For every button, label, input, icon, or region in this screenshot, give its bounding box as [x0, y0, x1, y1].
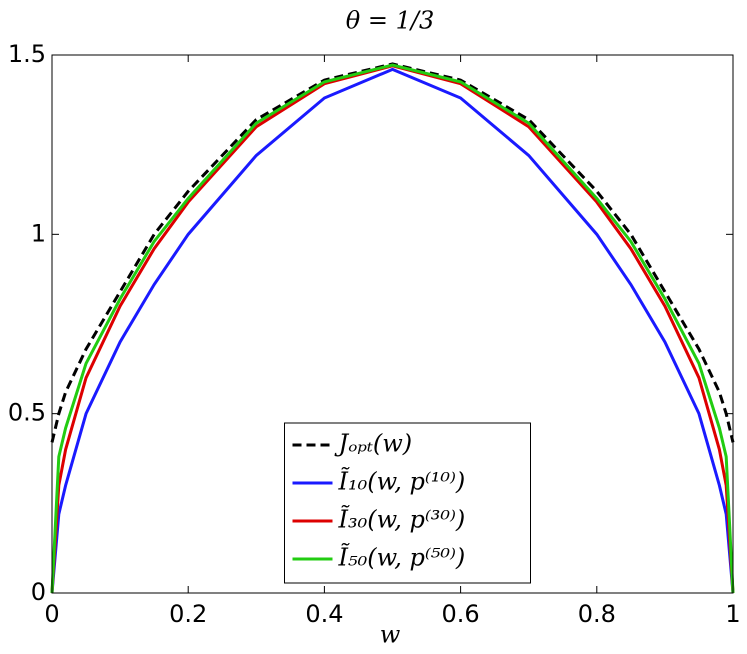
chart-title: θ = 1/3 — [346, 7, 434, 35]
x-tick-label: 0.8 — [578, 600, 616, 628]
y-tick-label: 0.5 — [8, 399, 46, 427]
x-tick-label: 0 — [44, 600, 59, 628]
legend-label: Ĩ₁₀(w, p⁽¹⁰⁾) — [338, 467, 466, 496]
legend-box — [284, 422, 531, 584]
x-tick-label: 0.2 — [169, 600, 207, 628]
legend-label: Jₒₚₜ(w) — [334, 430, 413, 458]
x-axis-label: w — [380, 621, 401, 649]
y-tick-label: 1.5 — [8, 40, 46, 68]
series-line — [50, 62, 735, 443]
legend-label: Ĩ₃₀(w, p⁽³⁰⁾) — [338, 505, 466, 534]
series-line — [50, 63, 735, 594]
y-tick-label: 1 — [31, 219, 46, 247]
legend-label: Ĩ₅₀(w, p⁽⁵⁰⁾) — [338, 543, 466, 572]
series-line — [50, 67, 735, 594]
x-tick-label: 0.4 — [305, 600, 343, 628]
x-tick-label: 0.6 — [442, 600, 480, 628]
plot-frame — [51, 54, 734, 594]
y-tick-label: 0 — [31, 578, 46, 606]
x-tick-label: 1 — [725, 600, 740, 628]
